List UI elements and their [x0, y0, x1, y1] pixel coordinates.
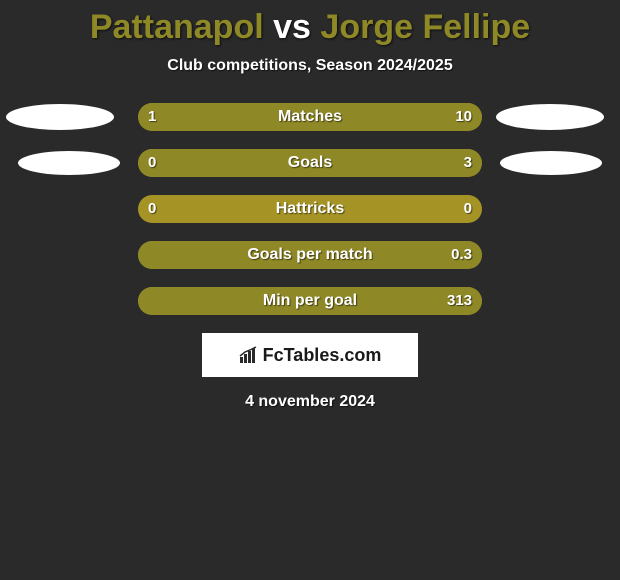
- subtitle: Club competitions, Season 2024/2025: [0, 57, 620, 75]
- ellipse-right: [496, 104, 604, 130]
- logo-text: FcTables.com: [263, 345, 382, 366]
- bar-fill-right: [138, 287, 482, 315]
- bar-fill-right: [138, 149, 482, 177]
- bar-track: 110Matches: [138, 103, 482, 131]
- bar-fill-right: [138, 241, 482, 269]
- stat-row: 0 0Hattricks: [0, 195, 620, 223]
- bar-chart-icon: [239, 346, 259, 364]
- bar-track: 313Min per goal: [138, 287, 482, 315]
- title-vs: vs: [273, 8, 311, 46]
- stat-row: 03Goals: [0, 149, 620, 177]
- ellipse-left: [18, 151, 120, 175]
- date-label: 4 november 2024: [0, 393, 620, 411]
- bar-fill-right: [169, 103, 482, 131]
- stat-row: 0.3Goals per match: [0, 241, 620, 269]
- logo: FcTables.com: [239, 345, 382, 366]
- stats-container: 110Matches 03Goals 0 0Hattricks 0.3Goals per…: [0, 103, 620, 315]
- bar-value-left: 0: [148, 195, 156, 223]
- logo-box[interactable]: FcTables.com: [202, 333, 418, 377]
- bar-label: Hattricks: [138, 195, 482, 223]
- stat-row: 313Min per goal: [0, 287, 620, 315]
- title-player2: Jorge Fellipe: [320, 8, 530, 46]
- stat-row: 110Matches: [0, 103, 620, 131]
- bar-track: 0 0Hattricks: [138, 195, 482, 223]
- page-title: Pattanapol vs Jorge Fellipe: [0, 0, 620, 47]
- bar-value-right: 0: [464, 195, 472, 223]
- bar-track: 03Goals: [138, 149, 482, 177]
- bar-track: 0.3Goals per match: [138, 241, 482, 269]
- bar-fill-left: [138, 103, 169, 131]
- title-player1: Pattanapol: [90, 8, 264, 46]
- ellipse-right: [500, 151, 602, 175]
- ellipse-left: [6, 104, 114, 130]
